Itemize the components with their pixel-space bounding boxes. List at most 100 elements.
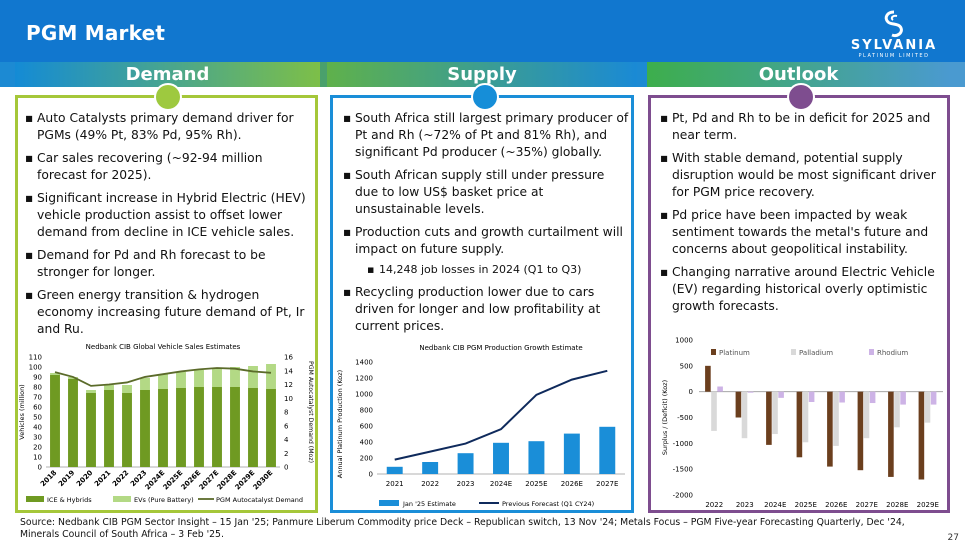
bar-ice (230, 387, 240, 467)
y-tick-label: 40 (33, 424, 42, 432)
demand-bullets: ▪ Auto Catalysts primary demand driver fo… (25, 110, 315, 344)
bar-ev (212, 369, 222, 387)
y-tick-label: -500 (677, 414, 693, 422)
y-tick-label: 70 (33, 394, 42, 402)
supply-bullets: ▪ South Africa still largest primary prod… (343, 110, 631, 341)
chart-title: Nedbank CIB PGM Production Growth Estima… (419, 344, 582, 352)
list-subitem: ▪ 14,248 job losses in 2024 (Q1 to Q3) (367, 263, 582, 276)
y-tick-label: 90 (33, 374, 42, 382)
bar-palladium (894, 391, 900, 428)
list-item: ▪ Pd price have been impacted by weak sen… (660, 208, 929, 256)
supply-heading: Supply (327, 62, 637, 87)
sylvania-swirl-icon (884, 10, 903, 37)
source-note: Source: Nedbank CIB PGM Sector Insight –… (20, 517, 905, 540)
logo-brand: SYLVANIA (850, 38, 938, 53)
x-tick-label: 2021 (386, 480, 404, 488)
y-tick-label: 100 (29, 364, 42, 372)
legend-label-jan25: Jan '25 Estimate (402, 500, 456, 508)
x-tick-label: 2020 (75, 469, 95, 489)
y2-tick-label: 16 (284, 354, 293, 362)
bar-ev (266, 364, 276, 389)
list-item: ▪ Green energy transition & hydrogen econ… (25, 288, 305, 336)
list-item: ▪ South African supply still under pressu… (343, 168, 605, 216)
y2-tick-label: 4 (284, 436, 289, 444)
x-tick-label: 2024E (490, 480, 512, 488)
y-tick-label: 0 (369, 471, 373, 479)
page-title: PGM Market (26, 21, 166, 45)
bar-ev (122, 385, 132, 393)
y2-tick-label: 14 (284, 367, 293, 375)
bar-ev (230, 367, 240, 387)
bar-jan25 (457, 453, 474, 474)
y-tick-label: -1500 (673, 466, 693, 474)
legend-label-previous: Previous Forecast (Q1 CY24) (502, 500, 594, 508)
surplus-deficit-chart: 1000 500 0 -500 -1000 -1500 -2000 Surplus / (De… (661, 337, 943, 509)
bar-rhodium (747, 391, 754, 393)
y-tick-label: 500 (680, 362, 693, 370)
bar-palladium (802, 391, 809, 443)
x-tick-label: 2029E (917, 501, 939, 509)
supply-panel (330, 95, 634, 513)
company-logo: SYLVANIA PLATINUM LIMITED (839, 10, 949, 60)
bar-jan25 (528, 441, 545, 474)
y-axis-label: Surplus / (Deficit) (Koz) (661, 380, 669, 455)
bar-jan25 (386, 466, 403, 474)
legend-swatch-rhodium (869, 349, 874, 355)
y-tick-label: 0 (689, 388, 693, 396)
list-item: ▪ Car sales recovering (~92-94 million fo… (25, 151, 263, 182)
legend-label-rhodium: Rhodium (877, 349, 908, 357)
x-tick-label: 2027E (856, 501, 878, 509)
bar-ev (50, 373, 60, 375)
list-item: ▪ Recycling production lower due to cars … (343, 285, 601, 333)
title-bar (0, 0, 965, 62)
list-item: ▪ Production cuts and growth curtailment … (343, 225, 623, 256)
bar-ice (248, 388, 258, 467)
bar-platinum (918, 391, 925, 480)
bar-jan25 (422, 462, 439, 474)
bar-jan25 (493, 442, 509, 474)
previous-forecast-line (394, 369, 608, 461)
x-tick-label: 2018 (39, 469, 59, 489)
outlook-dot-icon (787, 83, 815, 111)
y2-axis-label: PGM Autocatalyst Demand (Moz) (307, 361, 314, 463)
bar-platinum (796, 391, 803, 458)
bar-platinum (888, 391, 894, 477)
y-tick-label: 800 (360, 407, 373, 415)
list-item: ▪ Demand for Pd and Rh forecast to be str… (25, 248, 266, 279)
bar-ice (86, 393, 96, 467)
demand-heading: Demand (15, 62, 320, 87)
bar-rhodium (808, 391, 815, 402)
bar-palladium (833, 391, 839, 446)
y-tick-label: 1000 (355, 391, 373, 399)
legend-label-ice: ICE & Hybrids (47, 496, 92, 504)
chart-title: Nedbank CIB Global Vehicle Sales Estimat… (86, 343, 241, 351)
supply-dot-icon (471, 83, 499, 111)
bar-ice (158, 389, 168, 467)
legend-swatch-jan25 (379, 500, 399, 506)
x-tick-label: 2026E (561, 480, 583, 488)
x-tick-label: 2022 (111, 469, 131, 489)
bar-palladium (741, 391, 748, 439)
bar-jan25 (563, 433, 580, 474)
x-tick-label: 2027E (596, 480, 618, 488)
y-tick-label: 50 (33, 414, 42, 422)
x-tick-label: 2025E (525, 480, 547, 488)
x-tick-label: 2022 (421, 480, 439, 488)
bar-ev (68, 377, 78, 379)
x-tick-label: 2021 (93, 469, 113, 489)
list-item: ▪ Auto Catalysts primary demand driver fo… (25, 111, 294, 142)
y-tick-label: -2000 (673, 492, 693, 500)
bar-rhodium (869, 391, 876, 404)
x-tick-label: 2025E (795, 501, 817, 509)
legend-label-palladium: Palladium (799, 349, 833, 357)
y-tick-label: 1000 (675, 337, 693, 345)
bar-ice (266, 389, 276, 467)
bar-palladium (711, 391, 717, 431)
bar-ice (212, 387, 222, 467)
x-tick-label: 2019 (57, 469, 77, 489)
y2-tick-label: 0 (284, 464, 288, 472)
legend-label-ev: EVs (Pure Battery) (134, 496, 194, 504)
bar-ice (122, 393, 132, 467)
list-item: ▪ Changing narrative around Electric Vehi… (660, 265, 935, 313)
bar-ev (158, 374, 168, 389)
